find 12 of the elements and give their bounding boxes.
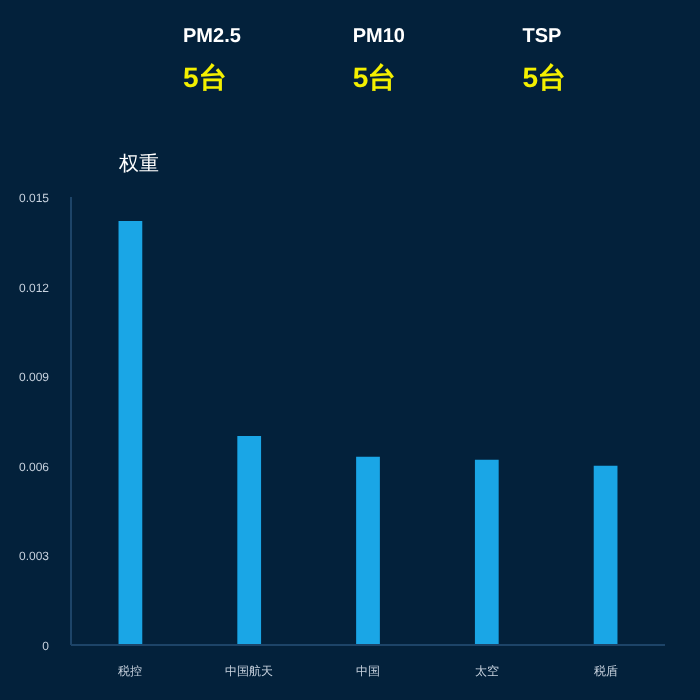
y-axis-title: 权重 [116,152,159,176]
bar [118,220,143,645]
text: PM2.5 [183,26,242,48]
bar [237,435,262,645]
text: 5台 [183,61,227,93]
bar [356,456,380,645]
text: TSP [522,26,562,48]
bar [593,465,618,645]
text: 5台 [522,61,567,93]
bar [474,459,499,645]
text: PM10 [352,26,406,48]
text: 5台 [352,61,397,93]
